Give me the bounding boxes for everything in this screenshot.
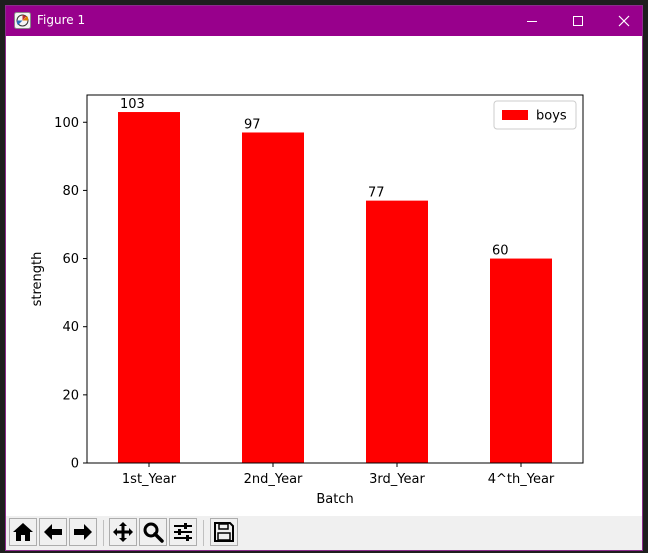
move-icon (113, 522, 133, 542)
toolbar-separator (103, 520, 104, 546)
bar (242, 132, 304, 463)
sliders-icon (174, 523, 192, 541)
bar (366, 200, 428, 463)
x-tick-label: 1st_Year (122, 472, 177, 487)
maximize-icon (573, 16, 583, 26)
close-icon (618, 15, 630, 27)
pan-button[interactable] (109, 518, 137, 546)
minimize-icon (527, 21, 537, 22)
y-axis-label: strength (30, 252, 45, 307)
close-button[interactable] (601, 6, 647, 36)
bar (490, 258, 552, 463)
x-tick-label: 3rd_Year (369, 472, 425, 487)
bar-chart: 103 97 77 60 0 20 40 60 80 100 1st_Year 2nd_Year 3rd… (30, 94, 584, 507)
x-tick-label: 4^th_Year (488, 472, 555, 487)
background-edge (0, 0, 5, 553)
maximize-button[interactable] (555, 6, 601, 36)
legend-box (493, 100, 577, 130)
x-axis-label: Batch (316, 492, 353, 507)
bar (118, 112, 180, 463)
legend-swatch (502, 110, 528, 120)
zoom-button[interactable] (139, 518, 167, 546)
data-label: 103 (120, 97, 145, 112)
toolbar-separator (203, 520, 204, 546)
y-tick-label: 80 (62, 184, 79, 199)
forward-button[interactable] (69, 518, 97, 546)
y-tick-label: 0 (71, 457, 79, 472)
magnifier-icon (143, 522, 164, 543)
axes-frame (86, 94, 584, 464)
minimize-button[interactable] (509, 6, 555, 36)
save-button[interactable] (210, 518, 238, 546)
arrow-left-icon (44, 524, 62, 540)
window-title: Figure 1 (37, 13, 86, 27)
figure-canvas: 103 97 77 60 0 20 40 60 80 100 1st_Year 2nd_Year 3rd… (6, 36, 642, 516)
y-tick-label: 100 (54, 116, 79, 131)
home-button[interactable] (9, 518, 37, 546)
title-bar[interactable]: Figure 1 (6, 6, 642, 36)
y-tick-label: 20 (62, 388, 79, 403)
x-tick-label: 2nd_Year (244, 472, 303, 487)
back-button[interactable] (39, 518, 67, 546)
matplotlib-figure-icon (14, 12, 31, 29)
data-label: 77 (368, 186, 385, 201)
home-icon (13, 523, 33, 541)
data-label: 97 (244, 117, 261, 132)
legend-label: boys (536, 109, 567, 124)
y-tick-label: 60 (62, 252, 79, 267)
data-label: 60 (492, 244, 509, 259)
subplots-button[interactable] (169, 518, 197, 546)
navigation-toolbar (6, 516, 642, 550)
y-tick-label: 40 (62, 320, 79, 335)
floppy-disk-icon (214, 522, 234, 542)
arrow-right-icon (74, 524, 92, 540)
